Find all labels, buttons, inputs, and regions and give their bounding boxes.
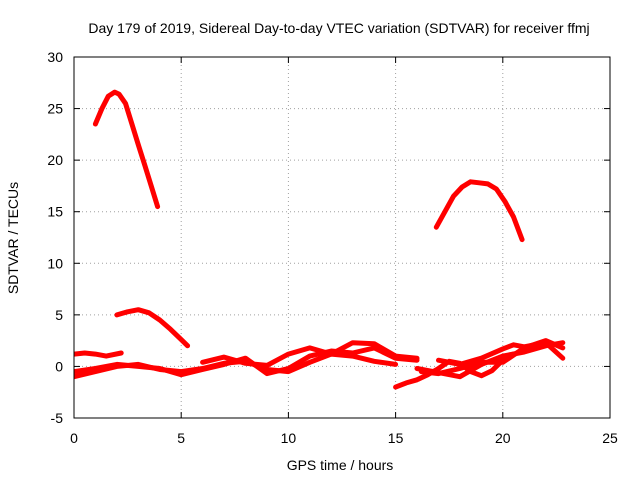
y-tick-label: 30 <box>47 49 63 65</box>
series-arc-low-3 <box>200 340 420 368</box>
series-arc-early-high <box>92 89 161 210</box>
plot-frame <box>73 56 611 419</box>
y-tick-label: 15 <box>47 204 63 220</box>
x-axis-ticks: 0 5 10 15 20 25 <box>70 57 618 446</box>
y-tick-label: 5 <box>55 307 63 323</box>
x-tick-label: 10 <box>281 430 297 446</box>
y-tick-label: 0 <box>55 358 63 374</box>
y-tick-label: -5 <box>51 410 64 426</box>
y-axis-label: SDTVAR / TECUs <box>5 182 21 294</box>
x-tick-label: 0 <box>70 430 78 446</box>
y-tick-label: 20 <box>47 152 63 168</box>
series-group <box>74 89 566 390</box>
series-arc-low-2 <box>74 345 420 378</box>
y-axis-ticks: -5 0 5 10 15 20 25 30 <box>47 49 610 426</box>
chart-title: Day 179 of 2019, Sidereal Day-to-day VTE… <box>88 20 589 36</box>
series-layer <box>74 89 566 390</box>
x-axis-label: GPS time / hours <box>287 457 394 473</box>
series-arc-late-high <box>433 179 525 243</box>
x-tick-label: 15 <box>388 430 404 446</box>
x-tick-label: 25 <box>602 430 618 446</box>
x-tick-label: 20 <box>495 430 511 446</box>
series-arc-mid <box>114 307 191 349</box>
series-arc-short <box>74 350 124 359</box>
x-tick-label: 5 <box>177 430 185 446</box>
y-tick-label: 10 <box>47 255 63 271</box>
grid <box>74 57 610 418</box>
series-arc-low-7 <box>418 338 566 377</box>
y-tick-label: 25 <box>47 101 63 117</box>
